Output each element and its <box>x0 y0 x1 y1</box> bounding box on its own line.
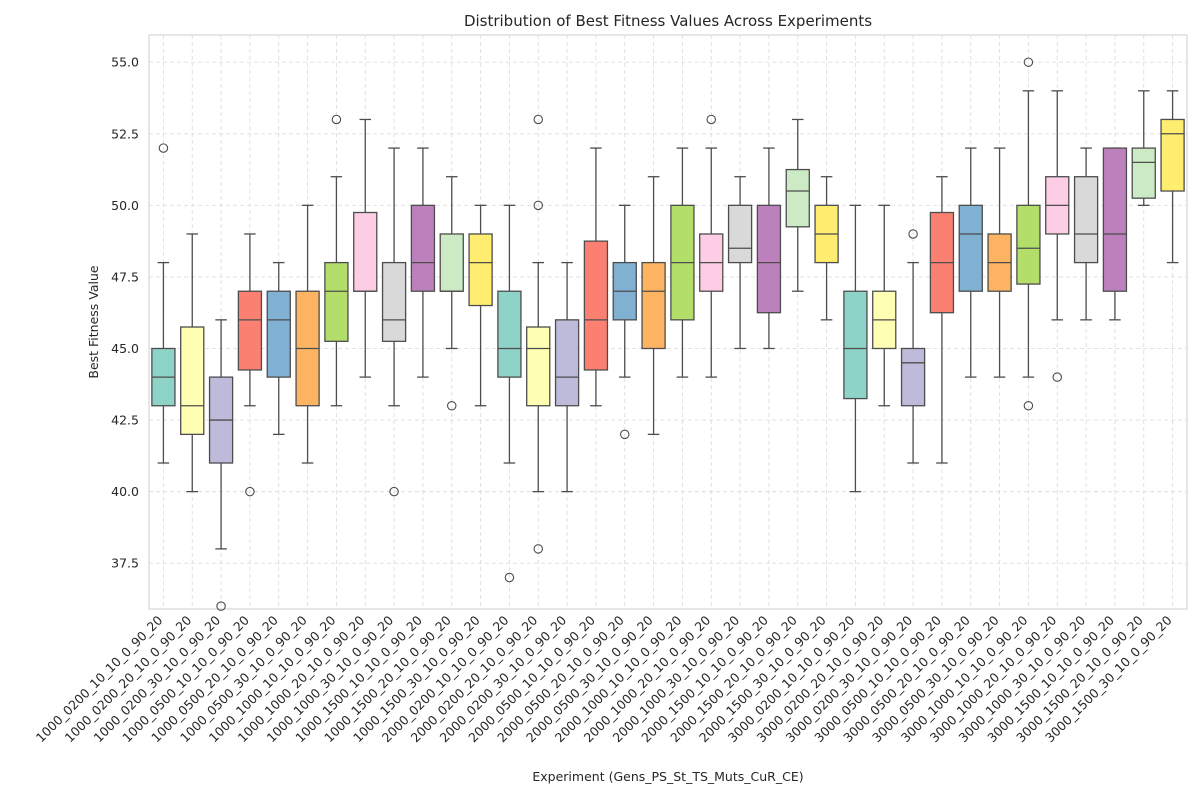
box-iqr <box>785 168 810 228</box>
box-group <box>151 143 176 464</box>
plot-area <box>148 34 1188 610</box>
box-group <box>872 204 897 407</box>
box-group <box>324 114 349 407</box>
box-iqr <box>439 233 464 292</box>
box-group <box>180 233 205 493</box>
chart-title: Distribution of Best Fitness Values Acro… <box>464 12 872 30</box>
box-group <box>295 204 320 464</box>
box-iqr <box>381 261 407 342</box>
x-axis-label: Experiment (Gens_PS_St_TS_Muts_CuR_CE) <box>532 769 803 784</box>
box-iqr <box>497 290 522 378</box>
outlier-point <box>1023 57 1034 67</box>
outlier-point <box>446 400 457 411</box>
outlier-point <box>504 572 515 583</box>
box-iqr <box>266 290 291 378</box>
y-tick-labels: 37.5 40.0 42.5 45.0 47.5 50.0 52.5 55.0 <box>111 55 139 571</box>
box-group <box>670 147 695 378</box>
box-group <box>353 118 378 378</box>
x-tick-labels: 1000_0200_10_10_0_90_201000_0200_20_10_0… <box>33 612 1175 745</box>
box-iqr <box>1016 204 1041 285</box>
box-group <box>1131 90 1156 206</box>
outlier-point <box>216 601 226 611</box>
box-iqr <box>180 326 205 436</box>
box-group <box>266 261 291 436</box>
box-group <box>929 176 955 464</box>
outlier-point <box>389 486 399 497</box>
box-iqr <box>900 347 926 407</box>
box-group <box>958 147 983 378</box>
y-tick-label: 37.5 <box>111 556 139 571</box>
box-group <box>900 229 926 464</box>
box-iqr <box>641 261 666 350</box>
box-group <box>612 204 637 440</box>
y-tick-label: 45.0 <box>111 341 139 356</box>
box-iqr <box>1160 118 1185 192</box>
box-group <box>641 176 666 436</box>
box-group <box>1045 90 1070 382</box>
box-group <box>814 176 839 321</box>
box-group <box>1016 57 1041 411</box>
box-iqr <box>727 204 753 264</box>
box-group <box>208 319 234 611</box>
y-tick-label: 42.5 <box>111 413 139 428</box>
box-group <box>727 176 753 350</box>
y-tick-label: 47.5 <box>111 269 139 284</box>
outlier-point <box>158 143 169 153</box>
outlier-point <box>533 114 543 125</box>
box-group <box>987 147 1012 378</box>
box-iqr <box>756 204 782 314</box>
y-axis-label: Best Fitness Value <box>86 265 101 379</box>
box-group <box>1073 147 1099 321</box>
y-tick-label: 52.5 <box>111 126 139 141</box>
box-iqr <box>410 204 436 292</box>
outlier-point <box>331 114 342 125</box>
y-tick-label: 55.0 <box>111 55 139 70</box>
box-group <box>497 204 522 583</box>
box-group <box>237 233 263 497</box>
outlier-point <box>533 200 543 211</box>
box-iqr <box>1073 176 1099 264</box>
y-tick-label: 50.0 <box>111 198 139 213</box>
box-group <box>1160 90 1185 264</box>
box-iqr <box>353 211 378 292</box>
box-group <box>381 147 407 497</box>
box-iqr <box>958 204 983 292</box>
box-group <box>1102 147 1128 321</box>
box-group <box>699 114 724 378</box>
outlier-point <box>619 429 630 440</box>
box-iqr <box>237 290 263 371</box>
box-iqr <box>468 233 493 307</box>
outlier-point <box>908 229 918 239</box>
box-group <box>554 261 580 493</box>
y-tick-label: 40.0 <box>111 484 139 499</box>
box-iqr <box>324 261 349 342</box>
box-iqr <box>1102 147 1128 292</box>
box-iqr <box>843 290 868 400</box>
box-group <box>439 176 464 411</box>
box-iqr <box>526 326 551 407</box>
box-iqr <box>583 240 609 371</box>
outlier-point <box>1052 372 1063 382</box>
outlier-point <box>1023 400 1034 411</box>
outlier-point <box>706 114 716 125</box>
outlier-point <box>533 544 543 554</box>
box-layer <box>151 57 1185 611</box>
box-group <box>756 147 782 350</box>
box-iqr <box>1131 147 1156 199</box>
box-group <box>410 147 436 378</box>
box-iqr <box>554 319 580 407</box>
outlier-point <box>245 486 255 497</box>
box-group <box>468 204 493 407</box>
box-group <box>785 118 810 292</box>
box-group <box>583 147 609 407</box>
box-group <box>843 204 868 493</box>
box-group <box>526 114 551 554</box>
